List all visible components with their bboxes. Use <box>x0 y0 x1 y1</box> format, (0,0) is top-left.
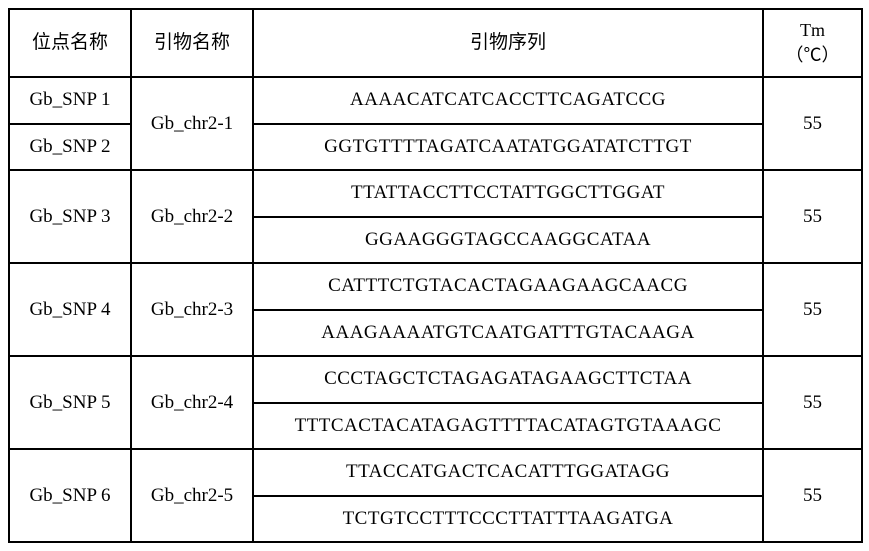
sequence-cell: TTTCACTACATAGAGTTTTACATAGTGTAAAGC <box>253 403 763 450</box>
sequence-cell: TTATTACCTTCCTATTGGCTTGGAT <box>253 170 763 217</box>
tm-cell: 55 <box>763 263 862 356</box>
tm-cell: 55 <box>763 449 862 542</box>
sequence-cell: TTACCATGACTCACATTTGGATAGG <box>253 449 763 496</box>
locus-cell: Gb_SNP 2 <box>9 124 131 171</box>
header-tm-label: Tm <box>800 20 825 40</box>
tm-cell: 55 <box>763 170 862 263</box>
sequence-cell: GGAAGGGTAGCCAAGGCATAA <box>253 217 763 264</box>
tm-cell: 55 <box>763 77 862 170</box>
locus-cell: Gb_SNP 3 <box>9 170 131 263</box>
primer-cell: Gb_chr2-5 <box>131 449 253 542</box>
locus-cell: Gb_SNP 5 <box>9 356 131 449</box>
header-tm: Tm （℃） <box>763 9 862 77</box>
header-row: 位点名称 引物名称 引物序列 Tm （℃） <box>9 9 862 77</box>
sequence-cell: GGTGTTTTAGATCAATATGGATATCTTGT <box>253 124 763 171</box>
sequence-cell: CCCTAGCTCTAGAGATAGAAGCTTCTAA <box>253 356 763 403</box>
table-row: Gb_SNP 3 Gb_chr2-2 TTATTACCTTCCTATTGGCTT… <box>9 170 862 217</box>
locus-cell: Gb_SNP 1 <box>9 77 131 124</box>
sequence-cell: TCTGTCCTTTCCCTTATTTAAGATGA <box>253 496 763 543</box>
table-row: Gb_SNP 6 Gb_chr2-5 TTACCATGACTCACATTTGGA… <box>9 449 862 496</box>
primer-table: 位点名称 引物名称 引物序列 Tm （℃） Gb_SNP 1 Gb_chr2-1… <box>8 8 863 543</box>
primer-cell: Gb_chr2-3 <box>131 263 253 356</box>
primer-cell: Gb_chr2-1 <box>131 77 253 170</box>
locus-cell: Gb_SNP 4 <box>9 263 131 356</box>
table-row: Gb_SNP 5 Gb_chr2-4 CCCTAGCTCTAGAGATAGAAG… <box>9 356 862 403</box>
header-sequence: 引物序列 <box>253 9 763 77</box>
sequence-cell: AAAGAAAATGTCAATGATTTGTACAAGA <box>253 310 763 357</box>
sequence-cell: AAAACATCATCACCTTCAGATCCG <box>253 77 763 124</box>
locus-cell: Gb_SNP 6 <box>9 449 131 542</box>
table-row: Gb_SNP 1 Gb_chr2-1 AAAACATCATCACCTTCAGAT… <box>9 77 862 124</box>
primer-cell: Gb_chr2-2 <box>131 170 253 263</box>
tm-cell: 55 <box>763 356 862 449</box>
header-tm-unit: （℃） <box>786 45 840 65</box>
header-locus: 位点名称 <box>9 9 131 77</box>
header-primer: 引物名称 <box>131 9 253 77</box>
sequence-cell: CATTTCTGTACACTAGAAGAAGCAACG <box>253 263 763 310</box>
primer-cell: Gb_chr2-4 <box>131 356 253 449</box>
table-row: Gb_SNP 4 Gb_chr2-3 CATTTCTGTACACTAGAAGAA… <box>9 263 862 310</box>
